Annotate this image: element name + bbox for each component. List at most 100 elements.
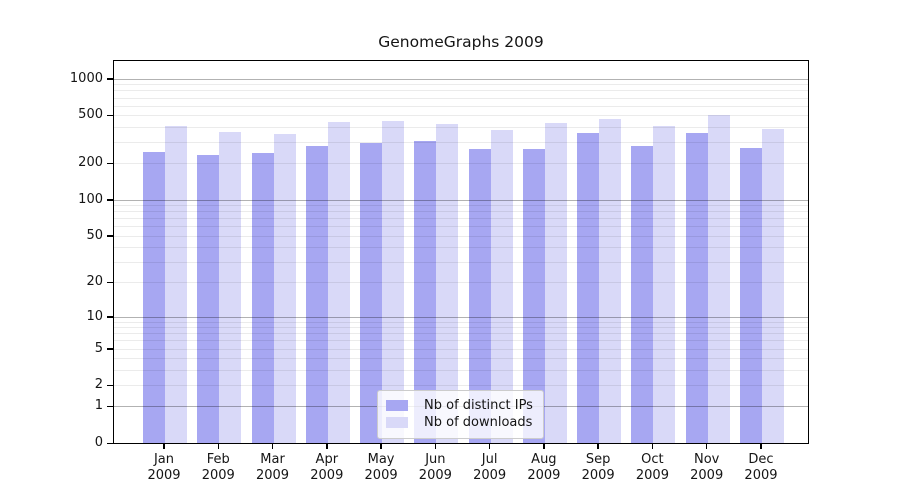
bar-downloads-feb (219, 132, 242, 444)
legend-swatch-downloads (386, 417, 408, 428)
x-tick-label: Dec 2009 (744, 452, 778, 483)
y-tick-label: 500 (78, 107, 103, 123)
x-tick-label: Jan 2009 (147, 452, 181, 483)
y-tick-label: 2 (94, 377, 103, 393)
minor-gridline (113, 226, 809, 228)
x-tick-label: Aug 2009 (527, 452, 561, 483)
bar-downloads-nov (707, 114, 730, 444)
y-tick-mark (107, 199, 113, 201)
bar-distinct-ips-nov (685, 133, 708, 444)
major-gridline (113, 199, 809, 201)
legend: Nb of distinct IPs Nb of downloads (377, 390, 544, 439)
bar-distinct-ips-dec (739, 148, 762, 444)
minor-gridline (113, 115, 809, 117)
x-tick-mark (705, 444, 708, 449)
y-tick-label: 1 (94, 398, 103, 414)
y-tick-mark (107, 384, 113, 387)
y-tick-label: 20 (86, 274, 103, 290)
minor-gridline (113, 358, 809, 360)
y-tick-label: 5 (94, 340, 103, 356)
minor-gridline (113, 369, 809, 371)
bar-distinct-ips-apr (305, 146, 328, 444)
y-tick-mark (107, 348, 113, 350)
bar-downloads-oct (653, 125, 676, 444)
major-gridline (113, 78, 809, 80)
bar-distinct-ips-jul (468, 148, 491, 444)
bar-downloads-jul (490, 129, 513, 444)
minor-gridline (113, 235, 809, 237)
x-tick-mark (434, 444, 437, 449)
minor-gridline (113, 211, 809, 213)
minor-gridline (113, 105, 809, 107)
x-tick-mark (380, 444, 382, 449)
minor-gridline (113, 321, 809, 323)
x-tick-mark (488, 444, 491, 449)
bar-downloads-sep (599, 119, 622, 444)
bar-downloads-dec (761, 128, 784, 444)
x-tick-mark (543, 444, 545, 449)
y-tick-mark (107, 78, 113, 80)
x-tick-label: Jun 2009 (418, 452, 452, 483)
y-tick-mark (107, 442, 113, 444)
bar-distinct-ips-jun (414, 141, 437, 444)
bar-downloads-jun (436, 124, 459, 444)
x-tick-mark (760, 444, 762, 449)
minor-gridline (113, 142, 809, 144)
bar-downloads-jan (165, 125, 187, 444)
bar-distinct-ips-may (360, 142, 383, 444)
bar-downloads-mar (273, 133, 296, 444)
legend-item-distinct-ips: Nb of distinct IPs (386, 397, 533, 414)
x-tick-label: Oct 2009 (635, 452, 669, 483)
y-tick-mark (107, 162, 113, 165)
y-tick-mark (107, 316, 113, 318)
minor-gridline (113, 163, 809, 165)
minor-gridline (113, 97, 809, 99)
minor-gridline (113, 348, 809, 350)
x-tick-mark (217, 444, 220, 449)
bar-downloads-may (382, 121, 405, 444)
minor-gridline (113, 126, 809, 128)
y-tick-mark (107, 405, 113, 408)
x-tick-label: Feb 2009 (201, 452, 235, 483)
y-tick-mark (107, 114, 113, 117)
legend-label-downloads: Nb of downloads (424, 415, 533, 430)
legend-item-downloads: Nb of downloads (386, 414, 533, 431)
chart-title: GenomeGraphs 2009 (378, 33, 544, 51)
legend-label-distinct-ips: Nb of distinct IPs (424, 398, 533, 413)
minor-gridline (113, 84, 809, 86)
bar-distinct-ips-oct (631, 146, 654, 444)
grid-layer (113, 60, 809, 444)
x-tick-label: May 2009 (364, 452, 398, 483)
x-tick-mark (163, 444, 165, 449)
x-tick-mark (326, 444, 328, 449)
minor-gridline (113, 205, 809, 207)
minor-gridline (113, 333, 809, 335)
y-tick-mark (107, 281, 113, 284)
x-tick-label: Jul 2009 (473, 452, 507, 483)
x-tick-label: Nov 2009 (690, 452, 724, 483)
bar-distinct-ips-aug (522, 148, 545, 444)
minor-gridline (113, 282, 809, 284)
minor-gridline (113, 327, 809, 329)
minor-gridline (113, 385, 809, 387)
minor-gridline (113, 247, 809, 249)
minor-gridline (113, 340, 809, 342)
x-tick-mark (651, 444, 654, 449)
bar-distinct-ips-mar (251, 153, 274, 444)
bar-distinct-ips-sep (577, 132, 600, 444)
y-tick-label: 100 (78, 191, 103, 207)
bar-downloads-apr (327, 122, 350, 444)
y-tick-label: 50 (86, 227, 103, 243)
y-tick-label: 10 (86, 308, 103, 324)
bar-downloads-aug (544, 123, 567, 444)
major-gridline (113, 316, 809, 318)
minor-gridline (113, 218, 809, 220)
bar-distinct-ips-feb (197, 154, 220, 444)
y-tick-mark (107, 235, 113, 237)
x-tick-mark (271, 444, 274, 449)
minor-gridline (113, 90, 809, 92)
bar-distinct-ips-jan (143, 151, 165, 444)
y-tick-label: 1000 (69, 70, 103, 86)
x-tick-label: Sep 2009 (581, 452, 615, 483)
